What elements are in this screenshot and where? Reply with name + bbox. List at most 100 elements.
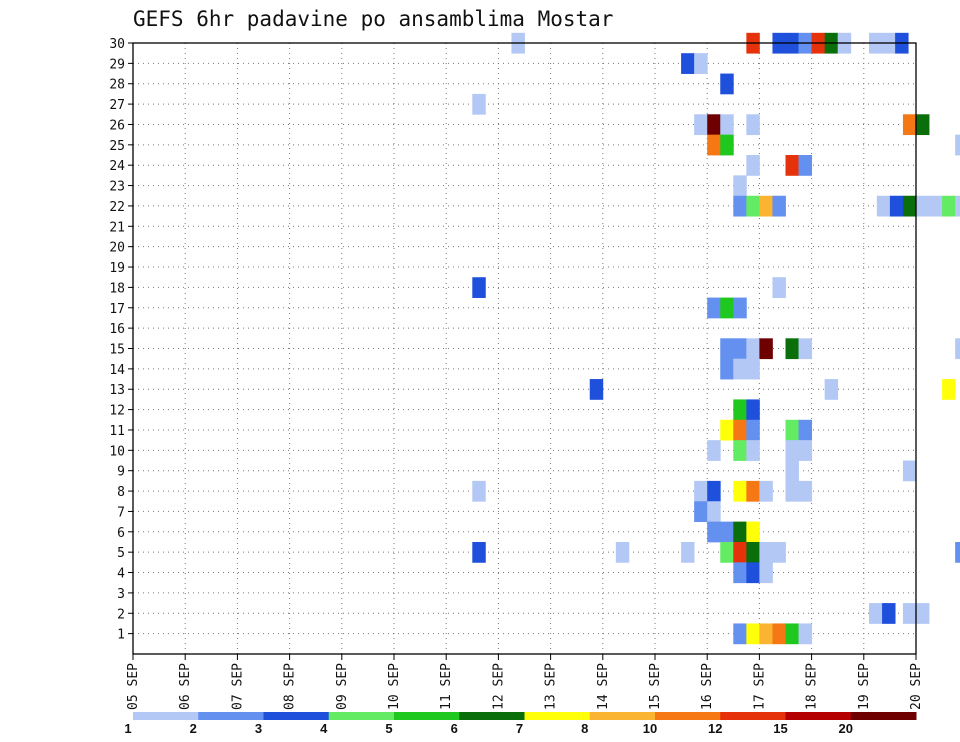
precip-cell [707, 114, 721, 136]
precip-cell [694, 501, 708, 523]
precip-cell [916, 195, 930, 217]
precip-cell [785, 155, 799, 176]
precip-cell [472, 541, 486, 563]
precip-cell [472, 93, 486, 115]
precip-cell [889, 195, 904, 217]
precip-cell [785, 480, 799, 502]
precip-cell [824, 379, 839, 400]
x-tick-label: 13 SEP [544, 663, 559, 710]
precip-cell [733, 623, 747, 645]
x-tick-label: 18 SEP [805, 663, 820, 710]
precip-cell [733, 399, 747, 421]
precip-cell [589, 379, 604, 400]
precip-cell [798, 623, 812, 645]
y-tick-label: 25 [109, 139, 125, 154]
precip-cell [472, 277, 486, 298]
legend-label: 4 [320, 721, 328, 736]
legend-label: 12 [708, 721, 722, 736]
precip-cell [733, 297, 747, 319]
precip-cell [707, 480, 721, 502]
precip-cell [798, 155, 812, 176]
legend-label: 7 [516, 721, 523, 736]
y-tick-label: 24 [109, 159, 125, 174]
precip-cell [746, 419, 760, 441]
y-tick-label: 4 [117, 567, 125, 582]
precip-cell [733, 338, 747, 360]
precip-cell [720, 521, 734, 543]
precip-cell [785, 338, 799, 360]
precip-cell [798, 419, 812, 441]
y-tick-label: 26 [109, 118, 125, 133]
y-tick-label: 11 [109, 424, 125, 439]
x-tick-label: 05 SEP [126, 663, 141, 710]
precip-cell [733, 541, 747, 563]
x-tick-label: 19 SEP [857, 663, 872, 710]
x-tick-label: 06 SEP [178, 663, 193, 710]
data-cells [472, 32, 960, 645]
x-tick-label: 11 SEP [439, 663, 454, 710]
precip-cell [733, 440, 747, 461]
precip-cell [733, 521, 747, 543]
precip-cell [707, 501, 721, 523]
precip-cell [681, 541, 695, 563]
precip-cell [733, 195, 747, 217]
precip-cell [902, 195, 917, 217]
legend-label: 8 [581, 721, 588, 736]
x-tick-label: 12 SEP [491, 663, 506, 710]
y-tick-label: 7 [117, 505, 125, 520]
precip-cell [772, 623, 786, 645]
legend-swatch [198, 712, 264, 720]
precip-cell [876, 195, 891, 217]
precip-cell [798, 480, 812, 502]
grid-lines [133, 42, 916, 654]
precip-cell [798, 338, 812, 360]
precip-cell [720, 73, 734, 95]
y-tick-label: 8 [117, 485, 125, 500]
y-tick-label: 21 [109, 220, 125, 235]
precip-cell [720, 338, 734, 360]
precip-cell [733, 480, 747, 502]
precip-cell [772, 541, 786, 563]
y-tick-label: 13 [109, 383, 125, 398]
y-tick-label: 20 [109, 241, 125, 256]
precip-cell [759, 480, 773, 502]
y-tick-label: 18 [109, 281, 125, 296]
x-axis-ticks: 05 SEP 06 SEP 07 SEP 08 SEP 09 SEP 10 SEP 11 S… [126, 654, 924, 710]
precip-cell [681, 53, 695, 74]
y-tick-label: 9 [117, 465, 125, 480]
precip-cell [785, 419, 799, 441]
precip-cell [785, 460, 799, 482]
precip-cell [902, 603, 917, 624]
color-legend: 1 2 3 4 5 6 7 8 10 12 15 20 [124, 712, 917, 736]
legend-swatch [459, 712, 525, 720]
precip-cell [733, 358, 747, 380]
precip-cell [720, 419, 734, 441]
precip-cell [733, 419, 747, 441]
precip-cell [720, 114, 734, 136]
precip-cell [746, 399, 760, 421]
legend-swatch [133, 712, 199, 720]
precip-cell [720, 358, 734, 380]
y-tick-label: 22 [109, 200, 125, 215]
precip-cell [746, 195, 760, 217]
y-tick-label: 30 [109, 37, 125, 52]
legend-swatch [589, 712, 656, 720]
x-tick-label: 10 SEP [387, 663, 402, 710]
precip-cell [869, 603, 883, 624]
x-tick-label: 14 SEP [596, 663, 611, 710]
precip-cell [902, 460, 917, 482]
precip-cell [759, 562, 773, 584]
precip-cell [733, 562, 747, 584]
precip-cell [720, 297, 734, 319]
y-tick-label: 10 [109, 444, 125, 459]
precip-cell [759, 623, 773, 645]
precip-cell [772, 195, 786, 217]
precip-cell [955, 195, 960, 217]
precip-cell [746, 440, 760, 461]
y-tick-label: 27 [109, 98, 125, 113]
precip-cell [902, 114, 917, 136]
precip-cell [707, 521, 721, 543]
legend-swatch [655, 712, 721, 720]
legend-label: 20 [839, 721, 853, 736]
